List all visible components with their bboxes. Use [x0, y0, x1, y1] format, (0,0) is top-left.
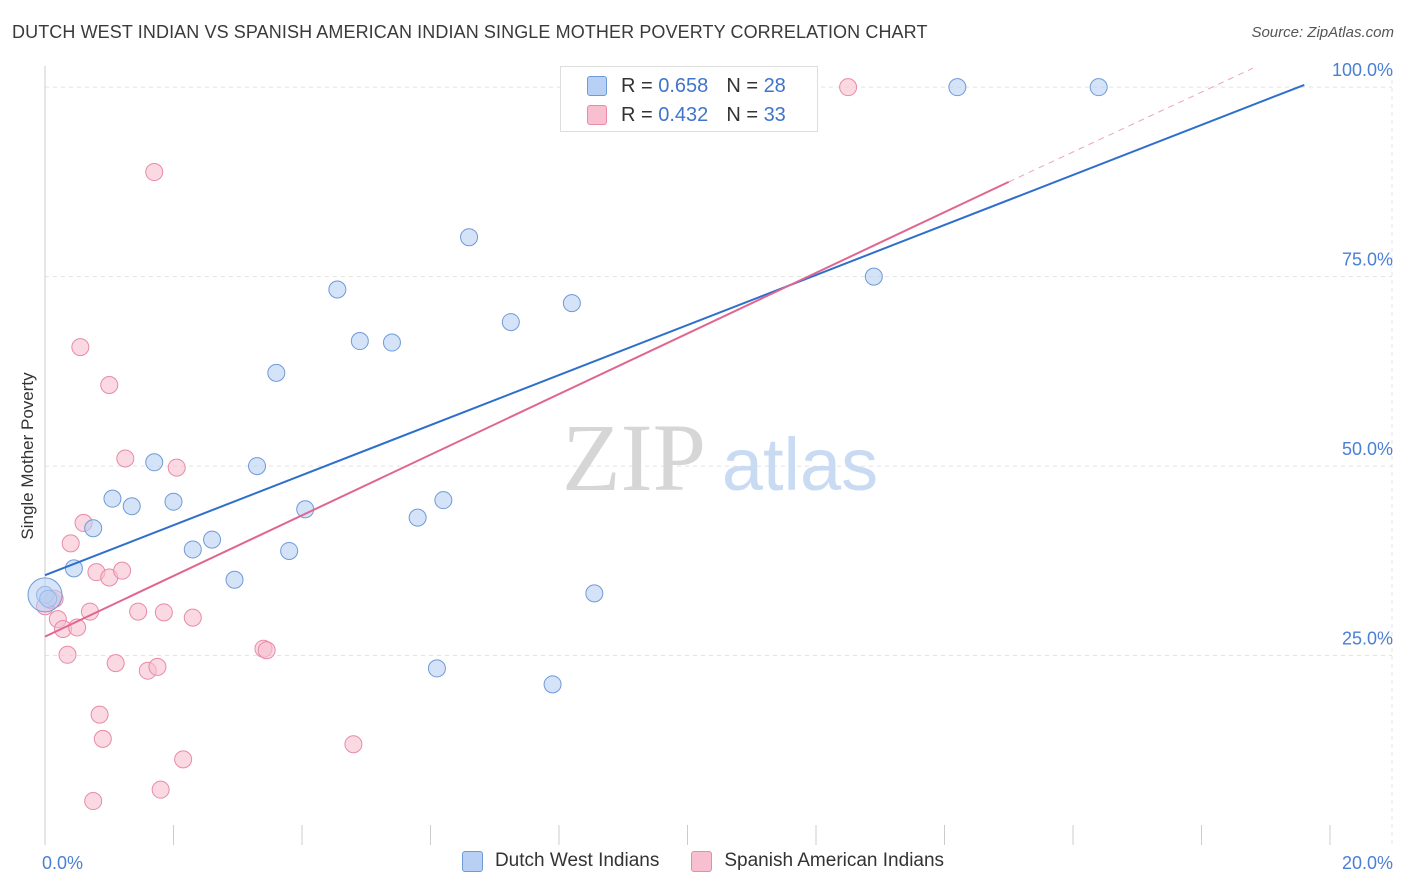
stats-legend: R = 0.658 N = 28 R = 0.432 N = 33: [560, 66, 818, 132]
pink-point: [839, 78, 858, 97]
blue-point: [164, 492, 183, 511]
watermark-atlas: atlas: [722, 423, 878, 506]
pink-point: [257, 641, 276, 660]
pink-trendline-extension: [1008, 67, 1254, 183]
stats-legend-row-pink: R = 0.432 N = 33: [587, 100, 786, 130]
pink-trendline: [44, 180, 1010, 638]
blue-point: [382, 333, 401, 352]
blue-swatch: [587, 76, 607, 96]
blue-point: [225, 570, 244, 589]
n-value: 33: [763, 103, 786, 126]
y-tick-label: 100.0%: [1332, 60, 1393, 80]
y-tick-label: 75.0%: [1342, 250, 1393, 270]
pink-point: [71, 338, 90, 357]
series-legend: Dutch West Indians Spanish American Indi…: [0, 850, 1406, 872]
y-tick-label: 50.0%: [1342, 439, 1393, 459]
blue-point: [84, 519, 103, 538]
watermark: ZIP atlas: [562, 404, 878, 511]
pink-point: [106, 654, 125, 673]
blue-point: [183, 540, 202, 559]
blue-point: [203, 530, 222, 549]
x-tick-label: 20.0%: [1342, 853, 1393, 873]
trendlines: [44, 67, 1305, 638]
blue-point: [248, 457, 267, 476]
pink-point: [100, 375, 119, 394]
pink-point: [90, 705, 109, 724]
r-label: R =: [621, 74, 653, 97]
blue-point: [948, 78, 967, 97]
n-label: N =: [726, 74, 758, 97]
pink-swatch: [587, 105, 607, 125]
pink-point: [84, 792, 103, 811]
pink-point: [174, 750, 193, 769]
blue-points: [27, 78, 1108, 694]
x-tick-label: 0.0%: [42, 853, 83, 873]
legend-label: Spanish American Indians: [724, 850, 945, 871]
blue-point: [585, 584, 604, 603]
pink-point: [116, 449, 135, 468]
pink-point: [113, 561, 132, 580]
r-label: R =: [621, 103, 653, 126]
blue-point: [501, 313, 520, 332]
legend-label: Dutch West Indians: [494, 850, 660, 871]
blue-point: [267, 363, 286, 382]
gridlines: [45, 86, 1392, 657]
pink-point: [145, 163, 164, 182]
pink-point: [344, 735, 363, 754]
pink-point: [183, 608, 202, 627]
blue-point: [562, 294, 581, 313]
blue-point: [103, 489, 122, 508]
blue-point-large: [27, 577, 63, 613]
pink-point: [151, 780, 170, 799]
blue-point: [543, 675, 562, 694]
pink-point: [154, 603, 173, 622]
n-label: N =: [726, 103, 758, 126]
blue-point: [280, 541, 299, 560]
blue-trendline: [44, 83, 1305, 577]
y-tick-label: 25.0%: [1342, 629, 1393, 649]
legend-item-spanish-american-indians[interactable]: Spanish American Indians: [691, 850, 944, 872]
blue-point: [122, 497, 141, 516]
blue-point: [1089, 78, 1108, 97]
pink-swatch: [691, 850, 713, 872]
blue-point: [434, 491, 453, 510]
blue-point: [296, 500, 315, 519]
pink-point: [61, 534, 80, 553]
r-value: 0.432: [658, 103, 709, 126]
axes: [44, 66, 1393, 845]
blue-point: [408, 508, 427, 527]
blue-point: [64, 559, 83, 578]
blue-point: [460, 228, 479, 247]
n-value: 28: [763, 74, 786, 97]
stats-legend-row-blue: R = 0.658 N = 28: [587, 71, 786, 101]
blue-swatch: [461, 850, 483, 872]
r-value: 0.658: [658, 74, 709, 97]
blue-point: [350, 332, 369, 351]
tick-labels: 25.0% 50.0% 75.0% 100.0% 0.0% 20.0%: [42, 60, 1393, 873]
legend-item-dutch-west-indians[interactable]: Dutch West Indians: [461, 850, 660, 872]
blue-point: [864, 267, 883, 286]
blue-point: [427, 659, 446, 678]
pink-point: [167, 458, 186, 477]
source-label: Source: ZipAtlas.com: [1251, 24, 1394, 41]
blue-point: [145, 453, 164, 472]
pink-point: [93, 729, 112, 748]
pink-point: [148, 657, 167, 676]
pink-point: [129, 602, 148, 621]
pink-point: [58, 645, 77, 664]
chart-title: DUTCH WEST INDIAN VS SPANISH AMERICAN IN…: [12, 22, 928, 42]
blue-point: [328, 280, 347, 299]
watermark-zip: ZIP: [562, 404, 706, 511]
